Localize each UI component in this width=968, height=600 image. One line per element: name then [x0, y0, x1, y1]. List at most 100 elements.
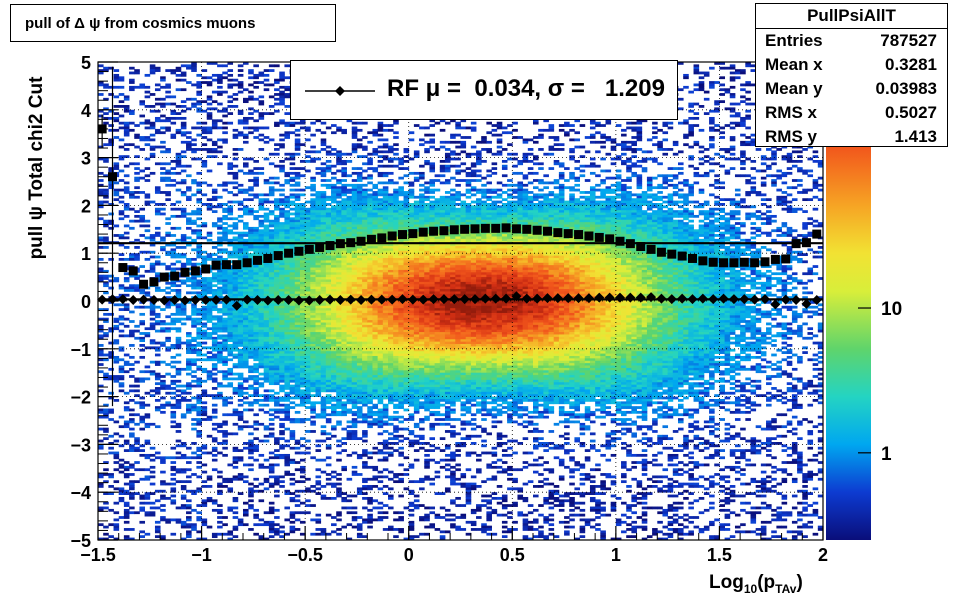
heatmap-cell: [356, 348, 363, 352]
heatmap-cell: [196, 408, 202, 412]
heatmap-cell: [294, 133, 301, 137]
heatmap-cell: [320, 528, 327, 531]
heatmap-cell: [149, 389, 156, 393]
heatmap-cell: [346, 214, 353, 218]
heatmap-cell: [129, 329, 135, 333]
heatmap-cell: [217, 320, 223, 323]
heatmap-cell: [113, 105, 120, 108]
heatmap-cell: [170, 289, 177, 292]
heatmap-cell: [217, 336, 223, 340]
heatmap-cell: [268, 162, 275, 166]
heatmap-cell: [346, 224, 353, 228]
heatmap-cell: [320, 312, 327, 316]
heatmap-cell: [180, 312, 187, 316]
heatmap-cell: [310, 272, 316, 276]
heatmap-cell: [248, 332, 254, 335]
heatmap-cell: [315, 449, 322, 452]
heatmap-cell: [98, 327, 104, 331]
heatmap-cell: [211, 148, 218, 151]
heatmap-cell: [186, 489, 192, 493]
heatmap-cell: [310, 279, 316, 283]
heatmap-cell: [263, 224, 270, 228]
heatmap-cell: [253, 289, 259, 292]
heatmap-cell: [258, 224, 265, 228]
heatmap-cell: [98, 439, 104, 443]
heatmap-cell: [211, 449, 218, 452]
heatmap-cell: [351, 277, 358, 280]
heatmap-cell: [253, 97, 259, 101]
heatmap-cell: [331, 334, 337, 338]
heatmap-cell: [258, 537, 265, 540]
heatmap-cell: [299, 312, 306, 316]
heatmap-cell: [243, 334, 249, 338]
heatmap-cell: [222, 398, 228, 402]
heatmap-cell: [284, 384, 291, 388]
heatmap-cell: [310, 312, 316, 316]
heatmap-cell: [201, 162, 208, 166]
heatmap-cell: [284, 410, 291, 414]
heatmap-cell: [294, 394, 301, 397]
heatmap-cell: [196, 157, 202, 161]
heatmap-cell: [232, 348, 239, 352]
heatmap-cell: [310, 358, 316, 362]
heatmap-cell: [341, 465, 347, 469]
heatmap-cell: [144, 513, 151, 517]
heatmap-cell: [268, 181, 275, 185]
heatmap-cell: [289, 303, 296, 307]
heatmap-cell: [268, 370, 275, 374]
heatmap-cell: [331, 410, 337, 414]
heatmap-cell: [232, 456, 239, 460]
heatmap-cell: [108, 66, 114, 70]
heatmap-cell: [346, 453, 353, 457]
heatmap-cell: [232, 336, 239, 340]
heatmap-cell: [310, 379, 316, 383]
heatmap-cell: [305, 348, 311, 352]
heatmap-cell: [201, 279, 208, 283]
heatmap-cell: [222, 446, 228, 450]
heatmap-cell: [279, 437, 285, 441]
heatmap-cell: [310, 382, 316, 386]
heatmap-cell: [196, 475, 202, 479]
heatmap-cell: [263, 193, 270, 197]
heatmap-cell: [227, 162, 234, 166]
heatmap-cell: [180, 253, 187, 256]
heatmap-cell: [310, 317, 316, 321]
heatmap-cell: [305, 310, 311, 314]
heatmap-cell: [274, 516, 280, 519]
heatmap-cell: [362, 279, 368, 283]
heatmap-cell: [222, 214, 228, 218]
heatmap-cell: [258, 203, 265, 206]
heatmap-cell: [243, 277, 249, 280]
heatmap-cell: [232, 236, 239, 240]
heatmap-cell: [253, 179, 259, 182]
heatmap-cell: [123, 246, 130, 249]
heatmap-cell: [305, 439, 311, 443]
heatmap-cell: [351, 525, 358, 529]
heatmap-cell: [274, 203, 280, 206]
heatmap-cell: [243, 480, 249, 484]
heatmap-cell: [160, 406, 166, 409]
heatmap-cell: [356, 341, 363, 345]
heatmap-cell: [356, 394, 363, 397]
heatmap-cell: [186, 391, 192, 395]
heatmap-cell: [154, 520, 161, 524]
heatmap-cell: [289, 458, 296, 462]
heatmap-cell: [325, 382, 332, 386]
heatmap-cell: [310, 375, 316, 378]
heatmap-cell: [232, 193, 239, 197]
heatmap-cell: [134, 179, 140, 182]
heatmap-cell: [284, 406, 291, 409]
heatmap-cell: [191, 212, 197, 216]
heatmap-cell: [356, 327, 363, 331]
heatmap-cell: [367, 140, 373, 144]
heatmap-cell: [299, 360, 306, 364]
heatmap-cell: [325, 353, 332, 357]
heatmap-cell: [336, 284, 342, 288]
heatmap-cell: [279, 284, 285, 288]
heatmap-cell: [211, 100, 218, 104]
heatmap-cell: [175, 253, 182, 256]
heatmap-cell: [362, 360, 368, 364]
heatmap-cell: [139, 176, 146, 180]
heatmap-cell: [268, 398, 275, 402]
heatmap-cell: [362, 222, 368, 225]
